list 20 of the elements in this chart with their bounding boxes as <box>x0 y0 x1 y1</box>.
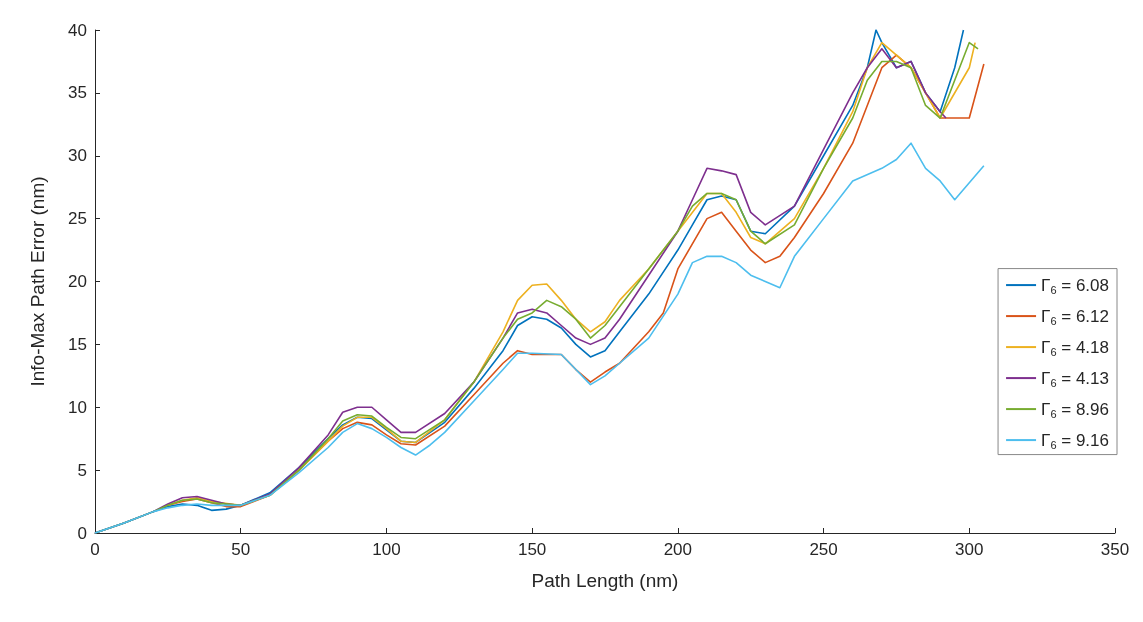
x-tick-label: 200 <box>663 540 693 559</box>
y-tick-label: 10 <box>68 397 87 417</box>
y-tick-label: 40 <box>68 20 87 40</box>
x-tick-label: 350 <box>1100 540 1130 559</box>
y-tick-label: 30 <box>68 146 87 166</box>
x-axis-title: Path Length (nm) <box>531 570 679 591</box>
line-series <box>94 142 985 534</box>
y-axis-title: Info-Max Path Error (nm) <box>27 176 48 387</box>
x-tick-label: 100 <box>372 540 401 559</box>
y-tick-label: 20 <box>68 272 87 291</box>
y-tick-label: 5 <box>77 460 87 480</box>
y-tick-label: 35 <box>68 83 87 103</box>
x-tick-label: 0 <box>90 540 100 559</box>
x-tick-label: 150 <box>517 540 547 559</box>
x-tick-label: 50 <box>231 540 251 559</box>
y-tick-label: 25 <box>68 209 87 229</box>
y-tick-label: 15 <box>68 334 87 354</box>
x-tick-label: 300 <box>955 540 984 559</box>
y-tick-label: 0 <box>77 523 87 543</box>
x-tick-label: 250 <box>809 540 838 559</box>
